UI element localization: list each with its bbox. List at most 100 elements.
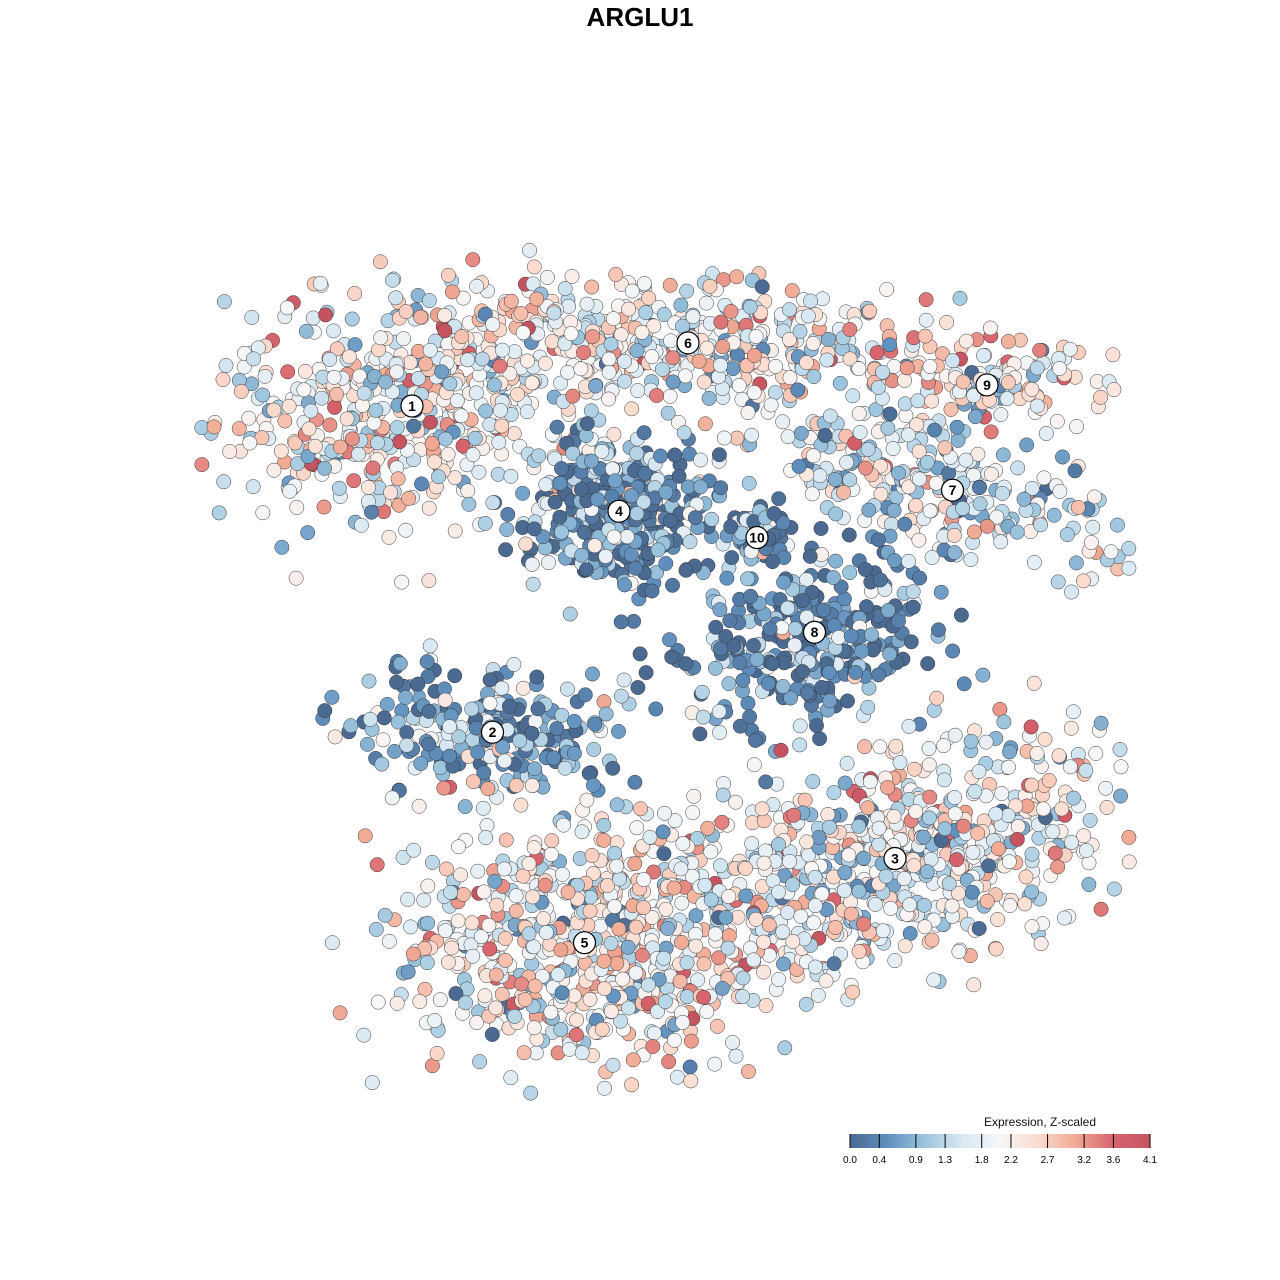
cell-point [875, 364, 891, 380]
cell-point [760, 676, 776, 691]
cell-point [743, 588, 759, 604]
cell-point [721, 928, 737, 944]
cell-point [842, 565, 858, 581]
cell-point [497, 931, 513, 946]
cell-point [498, 832, 514, 848]
legend-tick-label: 2.2 [1004, 1155, 1018, 1166]
cell-point [738, 860, 753, 876]
cell-point [484, 1027, 500, 1042]
cell-point [442, 376, 458, 392]
cell-point [582, 903, 598, 919]
cell-point [390, 714, 406, 730]
cell-point [297, 363, 313, 379]
cell-point [1035, 801, 1051, 817]
cell-point [476, 765, 492, 781]
cell-point [341, 349, 357, 365]
cell-point [324, 689, 340, 705]
cell-point [836, 484, 851, 500]
cell-point [411, 798, 427, 814]
cell-point [851, 406, 867, 421]
cell-point [607, 473, 623, 489]
cell-point [621, 1000, 637, 1016]
cell-point [650, 542, 666, 558]
cell-point [988, 806, 1004, 822]
cell-point [588, 378, 604, 394]
cell-point [553, 942, 569, 958]
cell-point [392, 434, 408, 450]
cell-point [583, 453, 599, 469]
cell-point [402, 355, 418, 371]
cell-point [1045, 824, 1061, 840]
cell-point [1121, 829, 1137, 845]
cell-point [331, 480, 347, 496]
cell-point [596, 817, 612, 833]
cell-point [403, 919, 419, 935]
cell-point [411, 370, 426, 386]
cell-point [1062, 759, 1078, 775]
cell-point [413, 756, 429, 771]
cell-point [326, 369, 342, 385]
cell-point [1081, 877, 1097, 892]
cell-point [916, 829, 931, 845]
cell-point [797, 792, 813, 808]
cell-point [1070, 499, 1086, 515]
cell-point [656, 950, 672, 966]
cell-point [887, 553, 902, 568]
cell-point [656, 846, 672, 862]
cell-point [799, 685, 815, 701]
cell-point [318, 307, 334, 323]
cell-point [950, 432, 966, 448]
cell-point [859, 599, 874, 615]
cell-point [837, 775, 853, 791]
cell-point [640, 977, 656, 993]
cell-point [440, 267, 456, 283]
cell-point [862, 774, 878, 790]
cell-point [583, 403, 599, 419]
cell-point [525, 276, 541, 292]
cell-point [316, 499, 332, 515]
cell-point [624, 1077, 640, 1093]
cell-point [748, 329, 764, 344]
cell-point [704, 511, 720, 527]
cell-point [771, 491, 787, 507]
cell-point [843, 906, 859, 922]
cell-point [970, 446, 986, 462]
cell-point [554, 707, 570, 723]
legend-tick-label: 4.1 [1143, 1155, 1157, 1166]
cell-point [531, 448, 547, 464]
cell-point [809, 718, 824, 734]
cell-point [312, 275, 328, 291]
cell-point [536, 911, 551, 927]
cell-point [967, 783, 983, 799]
cell-point [1081, 855, 1097, 871]
cell-point [771, 972, 787, 987]
cell-point [923, 851, 939, 867]
cell-point [422, 342, 438, 358]
cell-point [1068, 555, 1084, 571]
cell-point [945, 643, 961, 659]
cell-point [761, 917, 777, 933]
cell-point [1069, 419, 1085, 435]
cell-point [786, 807, 802, 823]
cell-point [805, 335, 821, 351]
cell-point [712, 725, 728, 740]
cell-point [848, 664, 864, 680]
cell-point [574, 824, 590, 840]
cell-point [385, 272, 400, 288]
cell-point [841, 527, 857, 543]
cell-point [477, 988, 493, 1004]
cell-point [1057, 910, 1072, 926]
cell-point [799, 355, 814, 371]
cell-point [746, 952, 761, 968]
cell-point [1087, 489, 1102, 505]
cell-point [792, 737, 808, 753]
cell-point [1024, 777, 1040, 793]
cell-point [577, 687, 593, 703]
cell-point [623, 488, 639, 504]
cell-point [514, 976, 529, 992]
cell-point [972, 480, 987, 496]
cell-point [917, 328, 933, 344]
cell-point [920, 656, 936, 672]
cell-point [364, 504, 379, 520]
cell-point [255, 505, 271, 521]
